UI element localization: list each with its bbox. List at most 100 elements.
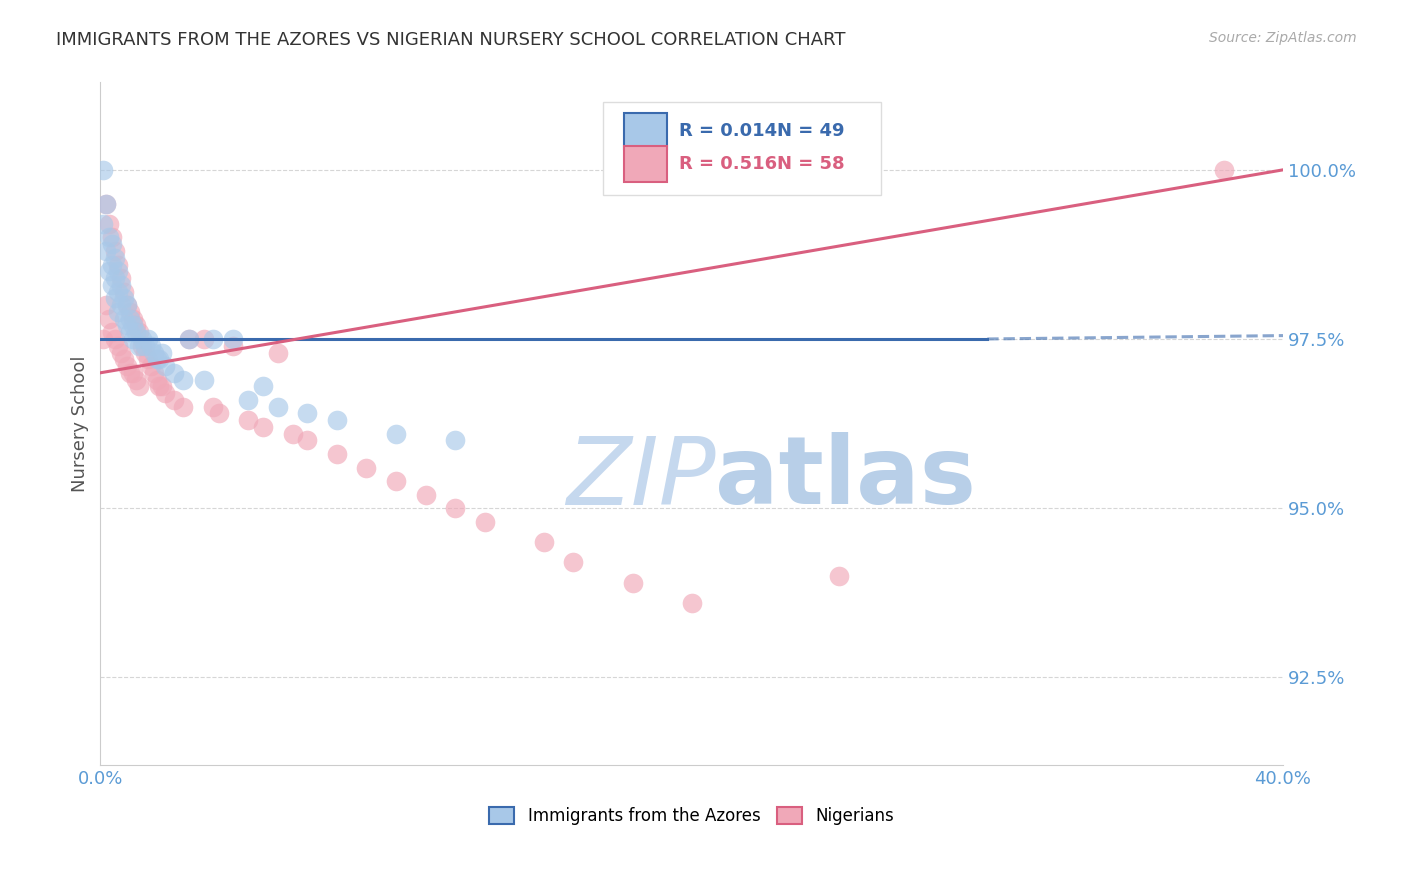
Point (145, 352, 167, 367)
Point (163, 392, 186, 407)
Point (148, 379, 170, 393)
Point (104, 332, 127, 346)
Point (163, 366, 186, 380)
Point (101, 325, 124, 339)
Point (621, 575, 644, 590)
Text: N = 49: N = 49 (778, 122, 845, 140)
Point (104, 271, 127, 285)
Point (110, 271, 132, 285)
Point (134, 345, 156, 359)
Point (177, 332, 200, 346)
Text: R = 0.014: R = 0.014 (679, 122, 776, 140)
Point (155, 386, 177, 401)
Point (96, 244, 118, 258)
Point (201, 332, 224, 346)
Point (91, 332, 114, 346)
Point (136, 332, 159, 346)
Point (118, 311, 141, 326)
Point (128, 339, 150, 353)
Point (326, 447, 349, 461)
Point (152, 345, 174, 359)
Point (122, 311, 145, 326)
Point (104, 251, 127, 265)
Point (91, 162, 114, 177)
Point (562, 555, 585, 569)
Point (125, 373, 148, 387)
Point (177, 332, 200, 346)
Legend: Immigrants from the Azores, Nigerians: Immigrants from the Azores, Nigerians (482, 800, 901, 832)
Point (107, 285, 129, 299)
FancyBboxPatch shape (603, 103, 882, 194)
Point (112, 292, 135, 306)
Point (112, 352, 135, 367)
Point (385, 426, 408, 441)
Point (118, 325, 141, 339)
Point (297, 406, 319, 420)
Point (96, 298, 118, 312)
Point (128, 325, 150, 339)
Point (131, 332, 153, 346)
Point (136, 352, 159, 367)
Point (155, 359, 177, 373)
Point (267, 345, 290, 359)
Point (96, 196, 118, 211)
Point (444, 434, 467, 448)
Point (828, 568, 851, 582)
Point (142, 366, 165, 380)
Point (98, 264, 121, 278)
Point (1212, 162, 1234, 177)
Point (128, 379, 150, 393)
Point (148, 352, 170, 367)
Point (142, 345, 165, 359)
Point (101, 277, 124, 292)
Point (125, 318, 148, 333)
Point (681, 596, 703, 610)
Text: IMMIGRANTS FROM THE AZORES VS NIGERIAN NURSERY SCHOOL CORRELATION CHART: IMMIGRANTS FROM THE AZORES VS NIGERIAN N… (56, 31, 846, 49)
Point (115, 298, 138, 312)
Point (385, 474, 408, 488)
Y-axis label: Nursery School: Nursery School (72, 355, 89, 491)
Point (98, 217, 121, 231)
Point (115, 318, 138, 333)
Point (98, 311, 121, 326)
Point (110, 277, 132, 292)
Point (134, 339, 156, 353)
Point (118, 305, 141, 319)
Point (222, 332, 245, 346)
Point (238, 392, 260, 407)
Text: N = 58: N = 58 (778, 155, 845, 173)
Text: atlas: atlas (716, 433, 976, 524)
Point (118, 366, 141, 380)
Point (326, 413, 349, 427)
Point (222, 339, 245, 353)
FancyBboxPatch shape (624, 146, 666, 182)
Point (101, 237, 124, 252)
Point (139, 339, 162, 353)
Point (112, 285, 135, 299)
FancyBboxPatch shape (624, 113, 666, 149)
Point (145, 373, 167, 387)
Point (110, 298, 132, 312)
Point (267, 400, 290, 414)
Point (474, 515, 496, 529)
Point (122, 332, 145, 346)
Point (533, 535, 555, 549)
Text: Source: ZipAtlas.com: Source: ZipAtlas.com (1209, 31, 1357, 45)
Point (107, 339, 129, 353)
Point (104, 244, 127, 258)
Point (415, 487, 437, 501)
Text: R = 0.516: R = 0.516 (679, 155, 776, 173)
Point (172, 373, 194, 387)
Point (104, 292, 127, 306)
Point (172, 400, 194, 414)
Point (96, 196, 118, 211)
Point (356, 460, 378, 475)
Point (252, 379, 274, 393)
Point (193, 332, 215, 346)
Point (107, 258, 129, 272)
Text: ZIP: ZIP (565, 433, 716, 524)
Point (193, 373, 215, 387)
Point (112, 311, 135, 326)
Point (107, 305, 129, 319)
Point (91, 217, 114, 231)
